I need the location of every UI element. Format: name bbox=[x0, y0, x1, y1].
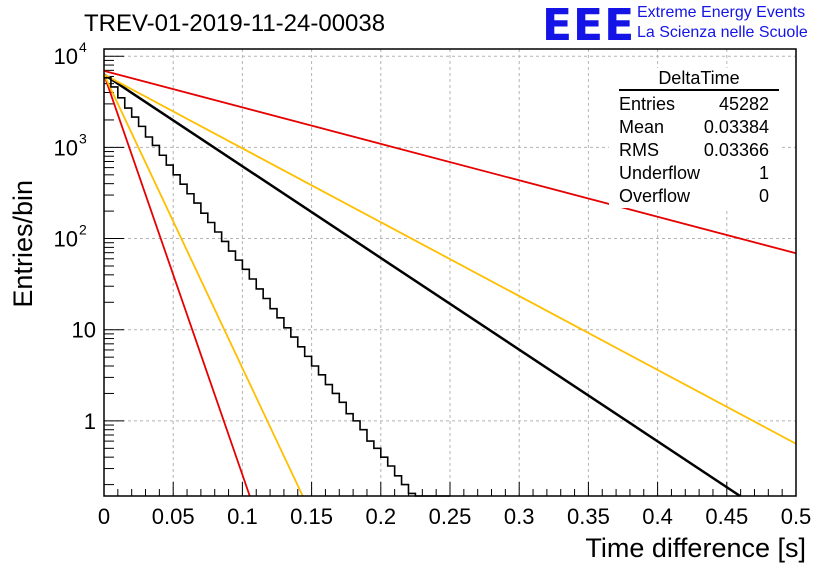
x-tick-label: 0.05 bbox=[152, 504, 195, 529]
x-tick-label: 0.1 bbox=[227, 504, 258, 529]
y-tick-label: 10 bbox=[72, 318, 96, 343]
curve-orange_shallow bbox=[103, 73, 797, 445]
stats-label: Entries bbox=[619, 94, 676, 114]
stats-row-mean: Mean 0.03384 bbox=[609, 116, 779, 139]
logo-line-2: La Scienza nelle Scuole bbox=[637, 24, 808, 41]
x-tick-label: 0.4 bbox=[642, 504, 673, 529]
y-tick-label: 10 bbox=[54, 44, 78, 69]
x-tick-label: 0 bbox=[98, 504, 110, 529]
stats-label: Underflow bbox=[619, 163, 701, 183]
y-axis-label: Entries/bin bbox=[8, 180, 38, 308]
x-tick-label: 0.45 bbox=[705, 504, 748, 529]
eee-logo: EEE bbox=[542, 0, 636, 51]
stats-label: RMS bbox=[619, 140, 659, 160]
x-tick-label: 0.25 bbox=[429, 504, 472, 529]
x-tick-label: 0.5 bbox=[781, 504, 812, 529]
curve-orange_steep bbox=[103, 74, 304, 497]
y-tick-label: 10 bbox=[54, 227, 78, 252]
stats-box: DeltaTime Entries 45282 Mean 0.03384 RMS… bbox=[609, 68, 779, 208]
curve-fit bbox=[103, 73, 741, 498]
plot-frame bbox=[103, 48, 797, 497]
x-tick-label: 0.35 bbox=[567, 504, 610, 529]
stats-value: 0.03384 bbox=[703, 117, 769, 137]
stats-value: 1 bbox=[758, 163, 769, 183]
x-tick-label: 0.2 bbox=[366, 504, 397, 529]
y-tick-exponent: 3 bbox=[79, 130, 87, 146]
y-tick-exponent: 2 bbox=[79, 222, 87, 238]
y-tick-exponent: 4 bbox=[79, 39, 87, 55]
x-tick-label: 0.15 bbox=[290, 504, 333, 529]
stats-value: 45282 bbox=[718, 94, 769, 114]
stats-row-overflow: Overflow 0 bbox=[609, 185, 779, 208]
histogram-outline bbox=[104, 76, 450, 497]
x-tick-label: 0.3 bbox=[504, 504, 535, 529]
stats-label: Overflow bbox=[619, 186, 691, 206]
stats-label: Mean bbox=[619, 117, 665, 137]
chart-title: TREV-01-2019-11-24-00038 bbox=[84, 10, 386, 37]
stats-row-rms: RMS 0.03366 bbox=[609, 139, 779, 162]
stats-title: DeltaTime bbox=[619, 68, 779, 91]
y-tick-label: 10 bbox=[54, 135, 78, 160]
stats-row-entries: Entries 45282 bbox=[609, 93, 779, 116]
logo-line-1: Extreme Energy Events bbox=[637, 4, 806, 21]
stats-row-underflow: Underflow 1 bbox=[609, 162, 779, 185]
y-tick-label: 1 bbox=[84, 409, 96, 434]
curve-red_steep bbox=[103, 74, 251, 497]
curve-red_shallow bbox=[103, 70, 797, 255]
stats-value: 0.03366 bbox=[703, 140, 769, 160]
x-axis-label: Time difference [s] bbox=[585, 533, 806, 563]
stats-value: 0 bbox=[758, 186, 769, 206]
